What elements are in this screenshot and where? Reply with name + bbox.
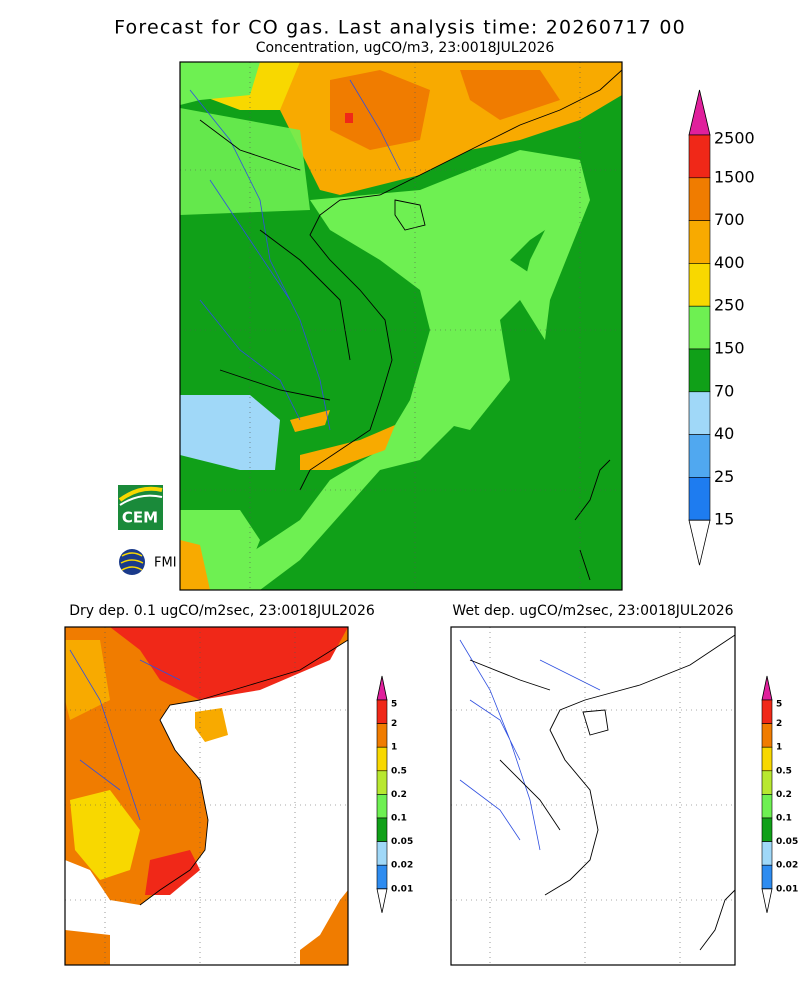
colorbar-segment [761, 794, 773, 819]
colorbar-arrow [688, 519, 711, 566]
colorbar-label: 0.01 [391, 884, 413, 894]
colorbar-label: 0.01 [776, 884, 798, 894]
colorbar-segment [688, 391, 711, 435]
colorbar-label: 0.2 [391, 790, 407, 800]
colorbar-segment [688, 134, 711, 179]
colorbar-label: 0.5 [776, 766, 792, 776]
colorbar-label: 5 [776, 700, 782, 710]
colorbar-label: 0.05 [391, 837, 413, 847]
colorbar-segment [761, 841, 773, 866]
colorbar-segment [688, 477, 711, 521]
colorbar-segment [376, 699, 388, 724]
wet-dep-colorbar: 5 2 1 0.5 0.2 0.1 0.05 0.02 0.01 [761, 675, 798, 913]
page-title: Forecast for CO gas. Last analysis time:… [114, 17, 686, 39]
colorbar-segment [376, 770, 388, 795]
colorbar-segment [688, 177, 711, 221]
colorbar-label: 0.5 [391, 766, 407, 776]
colorbar-segment [761, 817, 773, 842]
colorbar-segment [376, 794, 388, 819]
wet-dep-title: Wet dep. ugCO/m2sec, 23:0018JUL2026 [452, 603, 733, 619]
colorbar-arrow [688, 89, 711, 136]
dry-dep-colorbar: 5 2 1 0.5 0.2 0.1 0.05 0.02 0.01 [376, 675, 413, 913]
colorbar-label: 2 [776, 719, 782, 729]
colorbar-label: 400 [714, 253, 745, 272]
colorbar-segment [688, 305, 711, 350]
colorbar-segment [761, 723, 773, 748]
colorbar-segment [688, 220, 711, 264]
colorbar-label: 25 [714, 467, 734, 486]
colorbar-label: 150 [714, 339, 745, 358]
colorbar-arrow [761, 888, 773, 913]
main-map-title: Concentration, ugCO/m3, 23:0018JUL2026 [256, 40, 555, 56]
colorbar-segment [688, 434, 711, 478]
colorbar-arrow [376, 888, 388, 913]
colorbar-label: 0.1 [776, 814, 792, 824]
logo-text: CEM [122, 509, 158, 527]
main-colorbar: 2500 1500 700 400 250 150 70 40 25 15 [688, 89, 755, 566]
colorbar-segment [761, 864, 773, 890]
dry-dep-map [64, 626, 349, 966]
colorbar-label: 2 [391, 719, 397, 729]
colorbar-segment [376, 841, 388, 866]
colorbar-segment [688, 263, 711, 307]
colorbar-label: 0.2 [776, 790, 792, 800]
colorbar-label: 40 [714, 424, 734, 443]
colorbar-label: 1 [391, 743, 397, 753]
colorbar-label: 0.02 [391, 861, 413, 871]
wet-dep-map [450, 626, 736, 966]
colorbar-label: 0.1 [391, 814, 407, 824]
colorbar-segment [688, 348, 711, 393]
dry-dep-title: Dry dep. 0.1 ugCO/m2sec, 23:0018JUL2026 [69, 603, 375, 619]
colorbar-arrow [376, 675, 388, 701]
cem-logo: CEM [118, 485, 163, 530]
colorbar-segment [376, 746, 388, 772]
colorbar-label: 70 [714, 381, 734, 400]
colorbar-segment [376, 723, 388, 748]
logo-text: FMI [154, 556, 177, 571]
colorbar-label: 15 [714, 510, 734, 529]
fmi-logo: FMI [119, 549, 177, 575]
main-map [179, 61, 623, 591]
colorbar-label: 5 [391, 700, 397, 710]
colorbar-label: 700 [714, 210, 745, 229]
colorbar-label: 250 [714, 296, 745, 315]
colorbar-label: 2500 [714, 129, 755, 148]
colorbar-segment [376, 864, 388, 890]
colorbar-segment [761, 770, 773, 795]
colorbar-segment [761, 746, 773, 772]
colorbar-label: 1500 [714, 167, 755, 186]
colorbar-label: 0.02 [776, 861, 798, 871]
colorbar-arrow [761, 675, 773, 701]
colorbar-segment [761, 699, 773, 724]
colorbar-label: 1 [776, 743, 782, 753]
colorbar-label: 0.05 [776, 837, 798, 847]
colorbar-segment [376, 817, 388, 842]
